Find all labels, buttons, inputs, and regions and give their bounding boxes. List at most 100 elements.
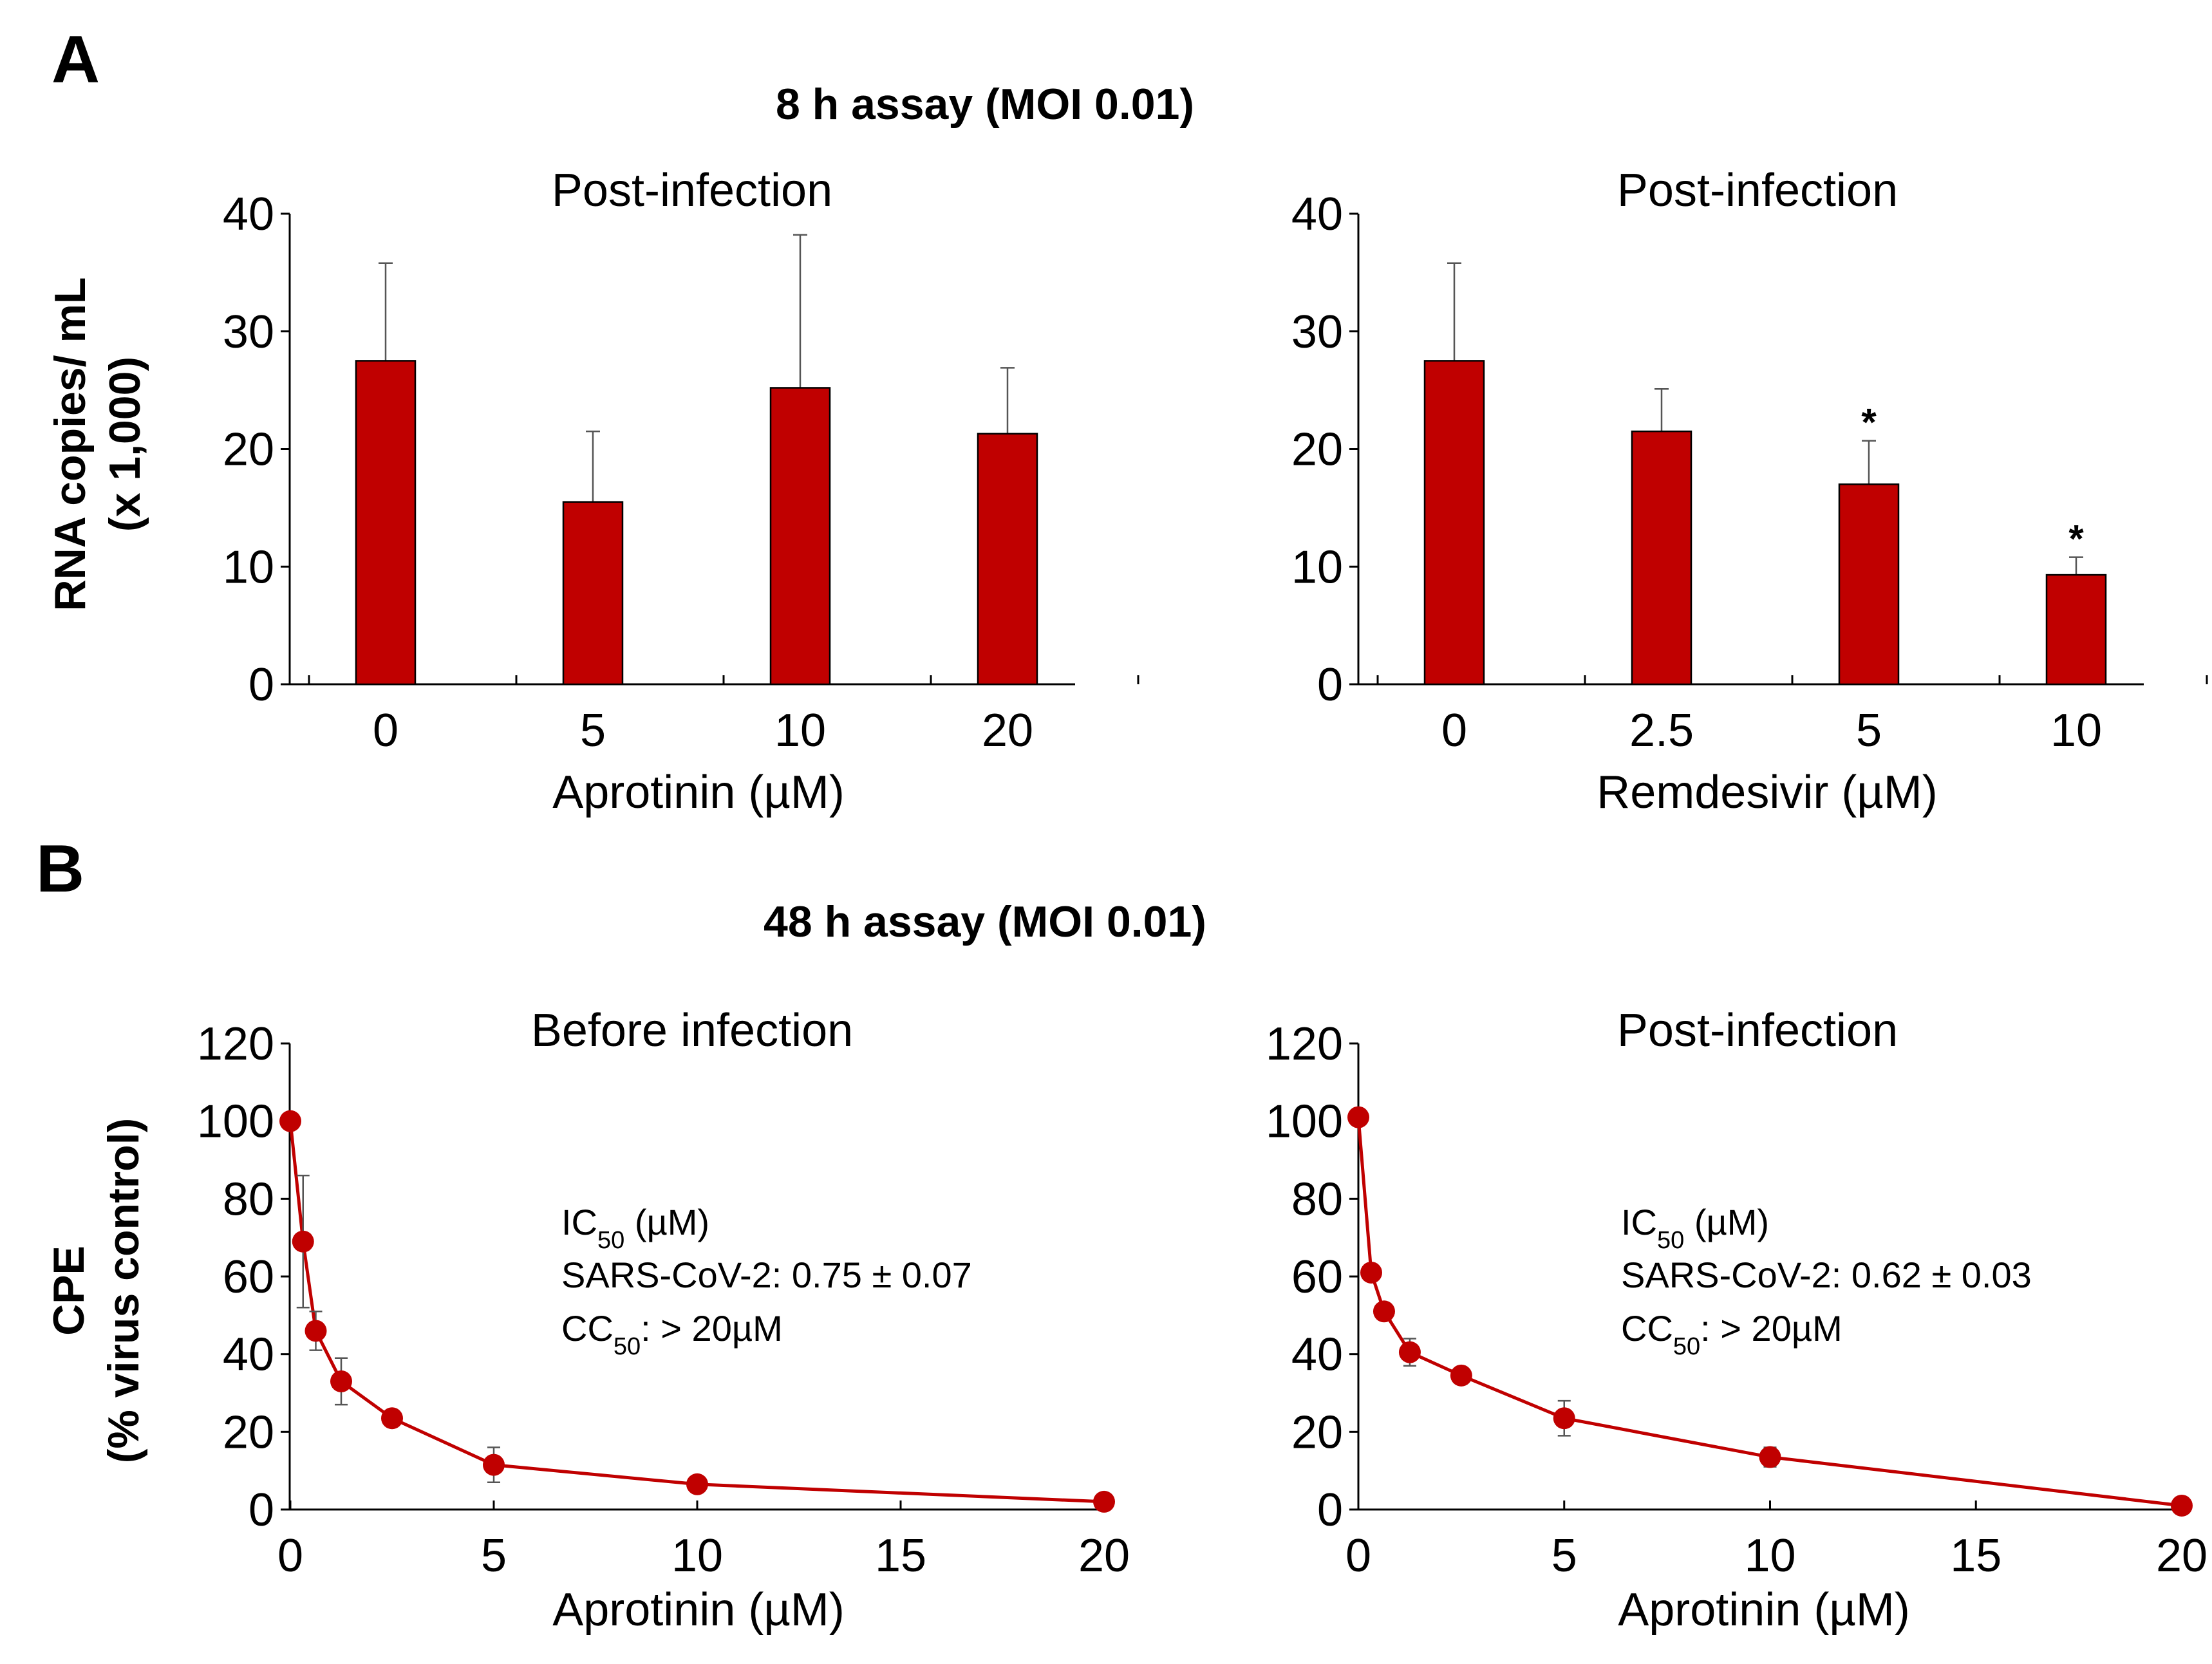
- bar: [355, 360, 417, 686]
- y-tick-label: 40: [223, 1329, 274, 1381]
- bars: [355, 234, 1038, 686]
- bar: [1423, 360, 1485, 686]
- y-tick-label: 60: [1291, 1251, 1343, 1303]
- y-tick-label: 20: [223, 424, 274, 476]
- data-point: [1398, 1341, 1421, 1363]
- ylabel-b: CPE (% virus control): [44, 1118, 148, 1464]
- ylabel-b-line2: (% virus control): [99, 1118, 148, 1464]
- chart-a2-xlabel: Remdesivir (µM): [1597, 767, 1938, 818]
- ylabel-a-line1: RNA copies/ mL: [46, 277, 95, 612]
- data-point: [292, 1230, 314, 1253]
- chart-b2-xlabel: Aprotinin (µM): [1618, 1584, 1910, 1636]
- data-point: [1360, 1261, 1382, 1284]
- data-point: [1553, 1407, 1575, 1430]
- y-tick-label: 80: [1291, 1173, 1343, 1225]
- chart-a1-title: Post-infection: [552, 165, 832, 216]
- bar: [2045, 574, 2107, 686]
- data-point: [1093, 1490, 1115, 1513]
- y-tick-label: 20: [1291, 1407, 1343, 1458]
- y-tick-label: 60: [223, 1251, 274, 1303]
- x-tick-label: 5: [481, 1530, 507, 1582]
- data-point: [330, 1370, 352, 1392]
- axes: 0 20 40 60 80 100 120 0 5 10 15 20: [1266, 1018, 2207, 1582]
- chart-b1-cc50: CC50: > 20µM: [561, 1308, 783, 1360]
- chart-b1-ic50-value: SARS-CoV-2: 0.75 ± 0.07: [561, 1255, 972, 1295]
- chart-post-infection-cpe: Post-infection Aprotinin (µM) IC50 (µM) …: [1266, 1005, 2207, 1636]
- y-tick-label: 10: [223, 541, 274, 593]
- y-tick-label: 40: [1291, 1329, 1343, 1381]
- ylabel-a: RNA copies/ mL (x 1,000): [46, 277, 149, 612]
- x-tick-label: 15: [875, 1530, 926, 1582]
- x-tick-label: 20: [2156, 1530, 2207, 1582]
- x-tick-label: 2.5: [1629, 705, 1694, 756]
- x-tick-label: 10: [2050, 705, 2102, 756]
- ylabel-a-line2: (x 1,000): [100, 357, 149, 532]
- y-tick-label: 100: [1266, 1096, 1343, 1148]
- x-tick-label: 5: [1551, 1530, 1577, 1582]
- y-tick-label: 80: [223, 1173, 274, 1225]
- y-tick-label: 0: [1317, 659, 1343, 711]
- x-tick-label: 5: [580, 705, 606, 756]
- bar: [1631, 430, 1692, 686]
- x-tick-label: 20: [982, 705, 1033, 756]
- x-tick-label: 0: [373, 705, 398, 756]
- chart-a1-xlabel: Aprotinin (µM): [552, 767, 845, 818]
- chart-b2-title: Post-infection: [1617, 1005, 1898, 1056]
- y-tick-label: 20: [1291, 424, 1343, 476]
- x-tick-label: 10: [1744, 1530, 1795, 1582]
- y-tick-label: 40: [223, 189, 274, 240]
- y-tick-label: 30: [1291, 306, 1343, 358]
- data-point: [2171, 1494, 2193, 1517]
- data-point: [1373, 1300, 1395, 1323]
- x-tick-label: 5: [1856, 705, 1882, 756]
- axes: 0 10 20 30 40 0 2.5 5 10: [1291, 189, 2208, 756]
- chart-b2-ic50-heading: IC50 (µM): [1621, 1202, 1769, 1254]
- bar: [977, 433, 1038, 686]
- panel-b-title: 48 h assay (MOI 0.01): [764, 897, 1206, 946]
- y-tick-label: 40: [1291, 189, 1343, 240]
- chart-before-infection-cpe: Before infection Aprotinin (µM) IC50 (µM…: [197, 1005, 1130, 1636]
- bar: [562, 501, 624, 686]
- chart-b2-cc50: CC50: > 20µM: [1621, 1308, 1842, 1360]
- chart-b1-xlabel: Aprotinin (µM): [552, 1584, 845, 1636]
- data-point: [305, 1320, 327, 1342]
- data-point: [1347, 1106, 1369, 1128]
- y-tick-label: 0: [1317, 1484, 1343, 1536]
- data-point: [686, 1473, 708, 1495]
- chart-remdesivir-rna: Post-infection Remdesivir (µM) 0 10 20 30 40…: [1291, 165, 2208, 818]
- bars: **: [1423, 262, 2107, 686]
- significance-star: *: [2068, 518, 2084, 561]
- significance-star: *: [1861, 401, 1877, 444]
- x-tick-label: 10: [671, 1530, 723, 1582]
- data-point: [381, 1407, 403, 1430]
- x-tick-label: 20: [1078, 1530, 1130, 1582]
- y-tick-label: 30: [223, 306, 274, 358]
- bar: [769, 387, 831, 686]
- series: [1347, 1106, 2193, 1517]
- bar: [1838, 483, 1900, 686]
- y-tick-label: 20: [223, 1407, 274, 1458]
- y-tick-label: 0: [248, 1484, 274, 1536]
- ylabel-b-line1: CPE: [44, 1246, 93, 1336]
- series-line: [288, 1121, 1105, 1504]
- data-point: [483, 1454, 505, 1476]
- data-point: [1759, 1446, 1781, 1468]
- y-tick-label: 120: [197, 1018, 274, 1070]
- y-tick-label: 0: [248, 659, 274, 711]
- panel-letter-a: A: [52, 23, 100, 97]
- axes: 0 10 20 30 40 0 5 10 20: [223, 189, 1139, 756]
- chart-b1-title: Before infection: [531, 1005, 853, 1056]
- data-point: [279, 1110, 301, 1132]
- x-tick-label: 0: [277, 1530, 303, 1582]
- chart-aprotinin-rna: Post-infection Aprotinin (µM) 0102030400…: [223, 165, 1139, 818]
- data-point: [1450, 1364, 1472, 1387]
- axes: 0 20 40 60 80 100 120 0 5 10 15 20: [197, 1018, 1130, 1582]
- x-tick-label: 0: [1441, 705, 1467, 756]
- chart-a2-title: Post-infection: [1617, 165, 1898, 216]
- panel-letter-b: B: [36, 832, 84, 906]
- panel-a-title: 8 h assay (MOI 0.01): [776, 80, 1194, 129]
- x-tick-label: 10: [774, 705, 826, 756]
- y-tick-label: 120: [1266, 1018, 1343, 1070]
